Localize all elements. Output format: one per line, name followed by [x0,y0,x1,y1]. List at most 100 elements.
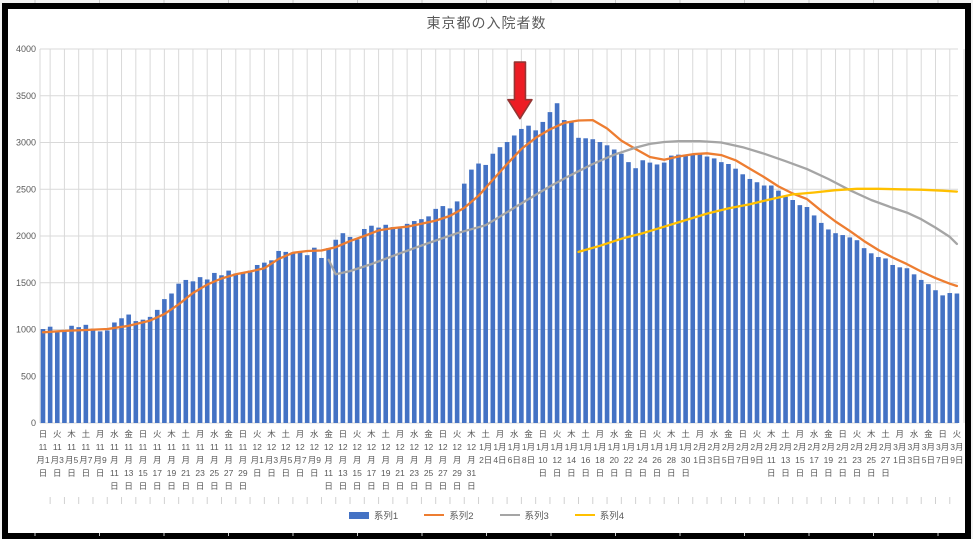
bar [490,153,496,423]
bar [733,168,738,423]
bar [554,103,560,423]
bar [419,219,424,423]
svg-text:1000: 1000 [16,325,36,335]
bar [633,168,638,423]
bar [83,324,89,423]
legend-label: 系列3 [524,511,549,522]
bar [197,277,203,423]
bar [76,327,81,423]
bar [297,251,303,423]
bar [904,268,910,423]
bar [547,112,553,424]
bar [861,248,867,423]
bar [661,162,667,424]
bar [497,147,503,424]
bar [154,309,160,423]
bar [761,185,767,423]
red-annotation-arrow-icon [507,61,533,120]
bar [940,295,945,423]
bar [847,237,853,423]
bar [340,233,346,423]
bar [269,260,274,423]
legend-item-1: 系列1 [348,508,398,522]
bar [233,273,239,423]
bar [947,293,953,423]
bar [868,253,874,423]
bar [176,283,181,423]
bar [890,264,895,423]
bar [283,251,289,423]
spreadsheet-edge-ticks [34,0,939,536]
bar [569,121,574,424]
bar [719,162,724,423]
bar [469,169,474,423]
bar [354,239,360,423]
bar [669,155,674,423]
bar [126,314,131,423]
bar [768,185,774,423]
bar [247,270,253,423]
bar [62,330,67,423]
bar [576,137,581,423]
bar [40,329,46,423]
legend-item-2: 系列2 [424,508,474,522]
svg-text:2500: 2500 [16,184,36,194]
svg-text:3000: 3000 [16,138,36,148]
bar [883,258,888,423]
bar [483,164,488,423]
bar [376,227,381,423]
bar [461,183,467,423]
bar [654,164,660,423]
legend-bar-swatch-icon [348,511,369,519]
bar [290,252,296,423]
bar [426,216,431,423]
bar [112,322,117,423]
bar [697,153,703,423]
bar [747,178,753,423]
bar [333,239,339,423]
bar [254,264,260,423]
bar [511,135,517,424]
bar [190,281,196,423]
